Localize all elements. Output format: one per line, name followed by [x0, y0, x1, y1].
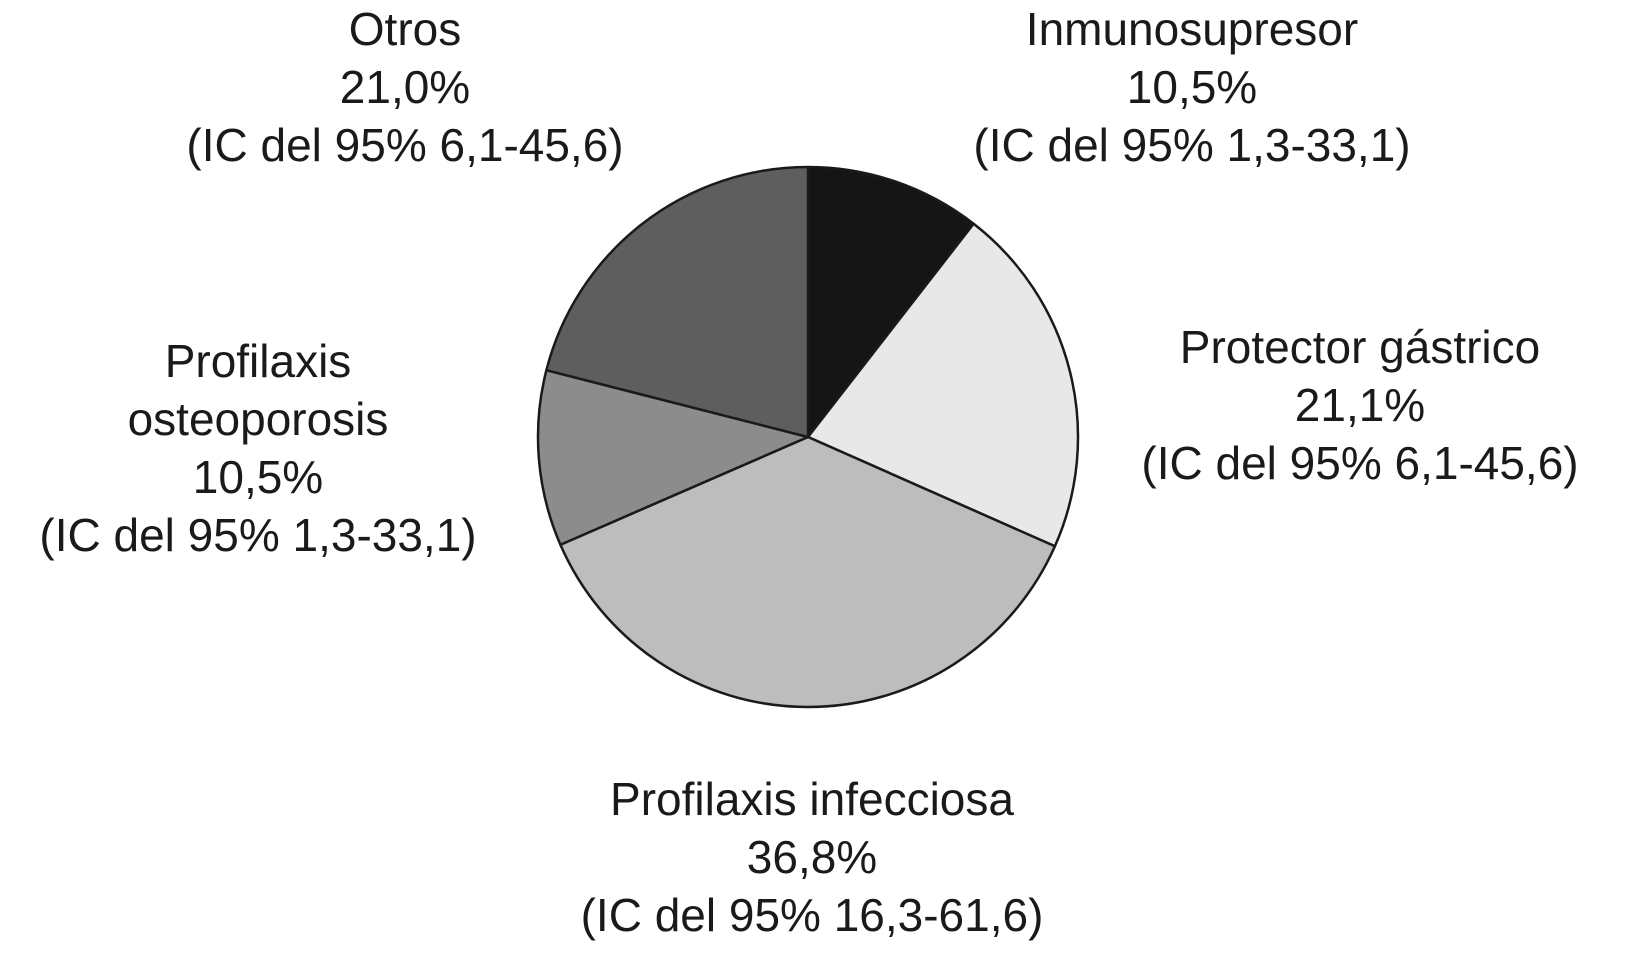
slice-ci-inmunosupresor: (IC del 95% 1,3-33,1) [973, 119, 1411, 171]
slice-ci-profilaxis-infecciosa: (IC del 95% 16,3-61,6) [580, 889, 1044, 941]
pie-slice-profilaxis-osteoporosis [536, 368, 810, 546]
slice-ci-otros: (IC del 95% 6,1-45,6) [186, 119, 624, 171]
slice-label-profilaxis-osteoporosis-line2: osteoporosis [127, 393, 389, 445]
label-profilaxis-osteoporosis: Profilaxis osteoporosis 10,5% (IC del 95… [39, 332, 476, 564]
slice-value-otros: 21,0% [339, 61, 471, 113]
slice-value-inmunosupresor: 10,5% [1126, 61, 1258, 113]
label-otros: Otros 21,0% (IC del 95% 6,1-45,6) [186, 0, 623, 174]
slice-ci-protector-gastrico: (IC del 95% 6,1-45,6) [1141, 437, 1579, 489]
slice-label-profilaxis-osteoporosis-line1: Profilaxis [164, 335, 352, 387]
slice-value-protector-gastrico: 21,1% [1294, 379, 1426, 431]
pie-slice-profilaxis-infecciosa [559, 435, 1057, 709]
slice-label-otros: Otros [348, 3, 462, 55]
label-protector-gastrico: Protector gástrico 21,1% (IC del 95% 6,1… [1141, 318, 1578, 492]
pie-slice-inmunosupresor [806, 165, 975, 439]
label-inmunosupresor: Inmunosupresor 10,5% (IC del 95% 1,3-33,… [973, 0, 1410, 174]
slice-label-profilaxis-infecciosa: Profilaxis infecciosa [610, 773, 1014, 825]
slice-label-inmunosupresor: Inmunosupresor [1025, 3, 1359, 55]
slice-value-profilaxis-osteoporosis: 10,5% [192, 451, 324, 503]
pie-slice-otros [545, 165, 810, 439]
slice-value-profilaxis-infecciosa: 36,8% [746, 831, 878, 883]
slice-ci-profilaxis-osteoporosis: (IC del 95% 1,3-33,1) [39, 509, 477, 561]
slice-label-protector-gastrico: Protector gástrico [1179, 321, 1541, 373]
label-profilaxis-infecciosa: Profilaxis infecciosa 36,8% (IC del 95% … [581, 770, 1044, 944]
pie-slices [536, 165, 1080, 709]
